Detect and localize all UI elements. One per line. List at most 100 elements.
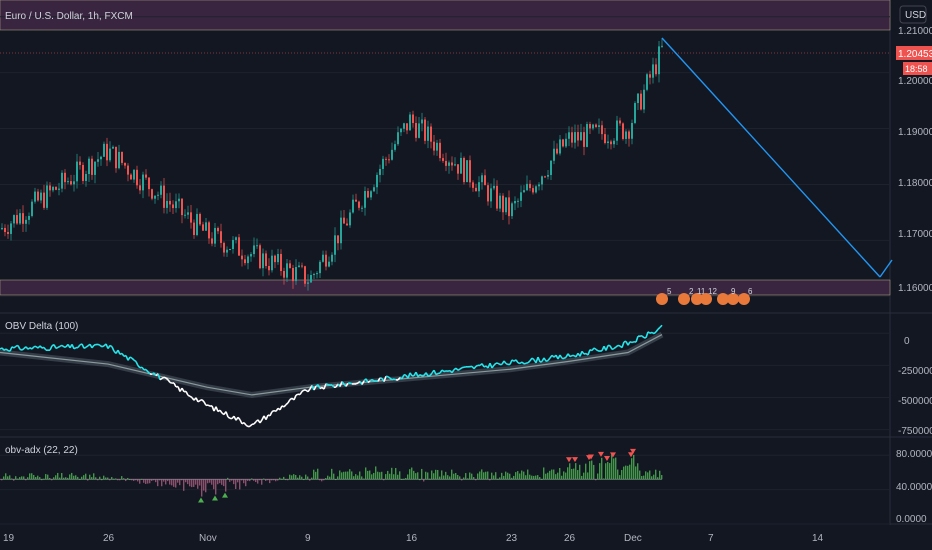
adx-bar [77, 476, 79, 480]
price-candle [565, 138, 567, 147]
adx-bar [71, 472, 73, 480]
price-candle [448, 162, 450, 166]
adx-bar [637, 463, 639, 480]
obv-line-segment [219, 409, 223, 414]
adx-bar [337, 476, 339, 480]
adx-bar [401, 479, 403, 481]
event-flag-icon[interactable] [700, 293, 712, 305]
event-flag-icon[interactable] [656, 293, 668, 305]
adx-bar [155, 479, 157, 483]
upper-zone[interactable] [0, 0, 891, 31]
adx-bar [641, 476, 643, 480]
obv-line-segment [243, 422, 247, 426]
price-candle [655, 64, 657, 75]
obv-line-segment [107, 345, 111, 350]
price-pane [0, 16, 890, 297]
obv-line-segment [215, 406, 219, 412]
adx-bar [595, 479, 597, 481]
adx-bar [141, 478, 143, 480]
price-candle [646, 74, 648, 90]
obv-line-segment [447, 369, 451, 372]
price-candle [316, 273, 318, 275]
projection-line[interactable] [661, 37, 881, 278]
currency-button[interactable] [899, 5, 927, 24]
obv-line-segment [409, 372, 413, 377]
adx-bar [565, 472, 567, 480]
obv-delta-pane [0, 324, 890, 431]
obv-line-segment [319, 386, 323, 390]
adx-bar [133, 479, 135, 481]
adx-bar [249, 479, 251, 482]
adx-bar [385, 474, 387, 480]
obv-line-segment [621, 341, 625, 348]
obv-line-segment [53, 344, 57, 349]
obv-line-segment [653, 331, 657, 335]
price-candle [373, 187, 375, 192]
adx-bar [605, 463, 607, 480]
adx-bar [515, 472, 517, 480]
price-tick-3: 1.19000 [898, 127, 932, 138]
adx-bar [171, 479, 173, 486]
adx-bar [465, 473, 467, 480]
adx-bar [653, 474, 655, 480]
price-candle [388, 159, 390, 161]
obv-adx-title[interactable]: obv-adx (22, 22) [5, 445, 78, 456]
obv-line-segment [137, 365, 141, 369]
price-candle [226, 249, 228, 253]
lower-zone[interactable] [0, 279, 891, 296]
obv-line-segment [11, 346, 15, 349]
obv-line-segment [301, 389, 305, 393]
adx-bar [177, 479, 179, 483]
adx-bar [29, 473, 31, 480]
obv-line-segment [389, 377, 393, 381]
adx-bar [247, 479, 249, 481]
event-flag-icon[interactable] [738, 293, 750, 305]
obv-delta-title[interactable]: OBV Delta (100) [5, 321, 78, 332]
event-flag-icon[interactable] [727, 293, 739, 305]
adx-bar [585, 463, 587, 480]
price-candle [397, 132, 399, 145]
price-candle [451, 162, 453, 166]
adx-bar [309, 479, 311, 481]
price-badge-value: 1.20453 [898, 49, 932, 60]
price-candle [28, 215, 30, 220]
price-candle [643, 89, 645, 110]
obv-line-segment [521, 361, 525, 365]
adx-bar [459, 476, 461, 480]
obv-line-segment [551, 354, 555, 358]
obv-line-segment [441, 369, 445, 373]
event-flag-icon[interactable] [717, 293, 729, 305]
obv-line-segment [371, 378, 375, 382]
event-flag-icon[interactable] [691, 293, 703, 305]
price-candle [313, 274, 315, 276]
adx-bar [183, 479, 185, 491]
adx-bar [529, 474, 531, 480]
obv-line-segment [121, 352, 125, 357]
adx-bar [279, 477, 281, 480]
event-flag-icon[interactable] [678, 293, 690, 305]
adx-bar [11, 478, 13, 480]
obv-line-segment [169, 381, 173, 384]
adx-bar [85, 473, 87, 480]
adx-bar [95, 477, 97, 480]
price-candle [124, 162, 126, 166]
projection-line-return[interactable] [879, 259, 893, 278]
adx-bar [137, 479, 139, 482]
adx-bar [399, 471, 401, 480]
obv-line-segment [85, 345, 89, 348]
adx-bar [17, 478, 19, 480]
adx-bar [383, 479, 385, 481]
obv-line-segment [605, 345, 609, 351]
obv-line-segment [281, 405, 285, 408]
price-candle [514, 201, 516, 204]
adx-bar [613, 458, 615, 480]
adx-bar [503, 475, 505, 480]
price-candle [163, 185, 165, 208]
adx-bar [7, 476, 9, 480]
obv-line-segment [93, 343, 97, 346]
adx-bar [179, 479, 181, 486]
event-markers[interactable]: 5 2 11 12 9 6 [656, 287, 753, 305]
obv-line-segment [283, 404, 287, 408]
obv-line-segment [167, 379, 171, 383]
